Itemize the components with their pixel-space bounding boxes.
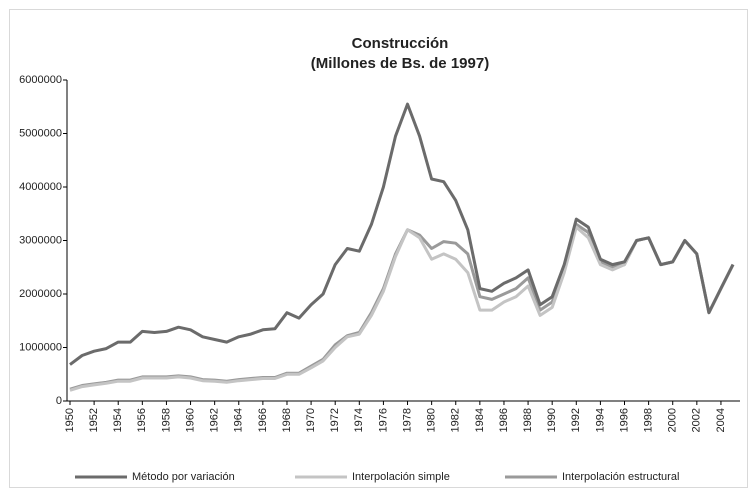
x-tick-label: 1978 [401,408,413,432]
x-tick-label: 1956 [136,408,148,432]
x-tick-label: 1980 [426,408,438,432]
x-tick-label: 1968 [281,408,293,432]
x-tick-label: 1964 [233,408,245,432]
legend-label: Interpolación estructural [562,471,679,483]
x-tick-label: 1986 [498,408,510,432]
y-tick-label: 1000000 [19,341,62,353]
x-tick-label: 1960 [184,408,196,432]
y-tick-label: 5000000 [19,127,62,139]
x-tick-label: 1958 [160,408,172,432]
x-tick-label: 2002 [691,408,703,432]
chart-title: Construcción [352,35,449,52]
x-tick-label: 1962 [209,408,221,432]
series-line [69,225,735,392]
x-tick-label: 1984 [474,408,486,432]
x-tick-label: 1970 [305,408,317,432]
x-tick-label: 2000 [667,408,679,432]
x-tick-label: 1998 [643,408,655,432]
series-line [69,102,735,366]
legend-label: Interpolación simple [352,471,450,483]
y-tick-label: 0 [56,395,62,407]
x-tick-label: 1996 [618,408,630,432]
y-tick-label: 3000000 [19,234,62,246]
x-tick-label: 1974 [353,408,365,432]
x-tick-label: 1994 [594,408,606,432]
x-tick-label: 1952 [88,408,100,432]
x-tick-label: 1976 [377,408,389,432]
y-tick-label: 4000000 [19,181,62,193]
x-tick-label: 1992 [570,408,582,432]
x-tick-label: 1954 [112,408,124,432]
legend-label: Método por variación [132,471,235,483]
x-tick-label: 1966 [257,408,269,432]
y-tick-label: 6000000 [19,74,62,86]
x-tick-label: 1982 [450,408,462,432]
chart-frame [9,9,748,488]
y-tick-label: 2000000 [19,288,62,300]
x-tick-label: 1990 [546,408,558,432]
x-tick-label: 1972 [329,408,341,432]
x-tick-label: 1950 [64,408,76,432]
chart-subtitle: (Millones de Bs. de 1997) [311,55,489,72]
x-tick-label: 2004 [715,408,727,432]
x-tick-label: 1988 [522,408,534,432]
